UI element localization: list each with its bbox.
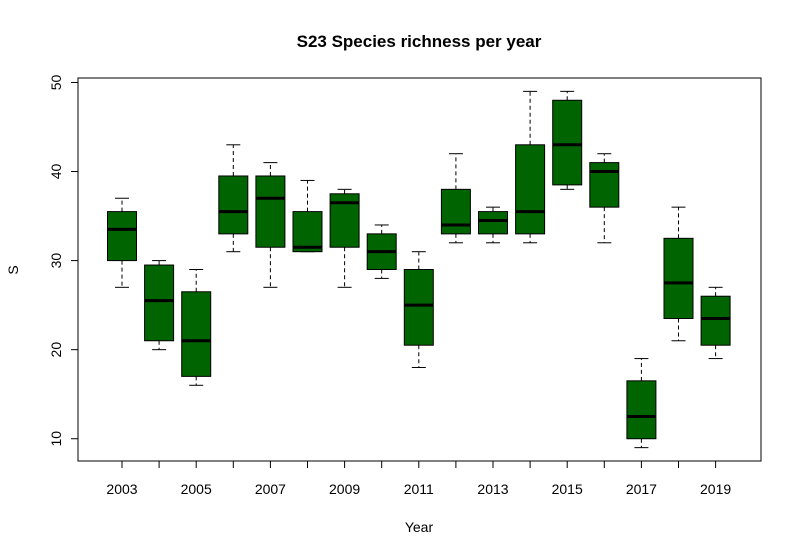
y-tick-label: 20 (48, 342, 64, 358)
x-tick-label: 2013 (477, 481, 508, 497)
y-tick-label: 10 (48, 431, 64, 447)
box-2009 (329, 188, 360, 288)
box-rect (478, 211, 508, 235)
box-rect (292, 211, 323, 253)
box-rect (403, 269, 434, 346)
box-2018 (663, 206, 694, 342)
y-axis-label: S (5, 265, 21, 274)
box-rect (589, 162, 620, 208)
box-rect (440, 188, 471, 235)
box-2003 (107, 197, 137, 288)
x-tick-label: 2007 (255, 481, 286, 497)
box-2019 (700, 286, 731, 360)
box-rect (626, 380, 657, 440)
box-2015 (552, 90, 583, 190)
box-rect (515, 144, 546, 235)
chart-title: S23 Species richness per year (297, 32, 542, 51)
x-axis-label: Year (405, 519, 434, 535)
x-tick-label: 2005 (181, 481, 212, 497)
x-tick-label: 2019 (700, 481, 731, 497)
box-2007 (255, 162, 286, 288)
y-tick-label: 50 (48, 74, 64, 90)
box-rect (663, 237, 694, 319)
box-rect (144, 264, 175, 342)
box-2012 (440, 153, 471, 244)
box-2006 (218, 144, 249, 253)
plot-area (77, 77, 762, 462)
x-tick-label: 2009 (329, 481, 360, 497)
box-rect (255, 175, 286, 248)
x-tick-label: 2017 (626, 481, 657, 497)
box-2017 (626, 358, 657, 449)
x-tick-label: 2015 (552, 481, 583, 497)
box-2004 (144, 260, 175, 351)
y-tick-label: 30 (48, 253, 64, 269)
box-2010 (366, 224, 397, 279)
box-2016 (589, 153, 620, 244)
x-tick-label: 2011 (404, 481, 434, 497)
y-tick-label: 40 (48, 164, 64, 180)
box-2005 (181, 269, 212, 386)
x-axis: 2003 2005 2007 2009 2011 2013 2015 2017 2019 (106, 460, 731, 497)
box-2011 (403, 251, 434, 368)
box-rect (107, 211, 137, 262)
y-axis: 10 20 30 40 50 (48, 74, 79, 447)
box-rect (552, 99, 583, 186)
box-rect (181, 291, 212, 377)
box-2014 (515, 90, 546, 244)
box-2008 (292, 179, 323, 253)
box-rect (218, 175, 249, 235)
box-rect (700, 295, 731, 346)
x-tick-label: 2003 (106, 481, 137, 497)
box-2013 (478, 206, 508, 244)
